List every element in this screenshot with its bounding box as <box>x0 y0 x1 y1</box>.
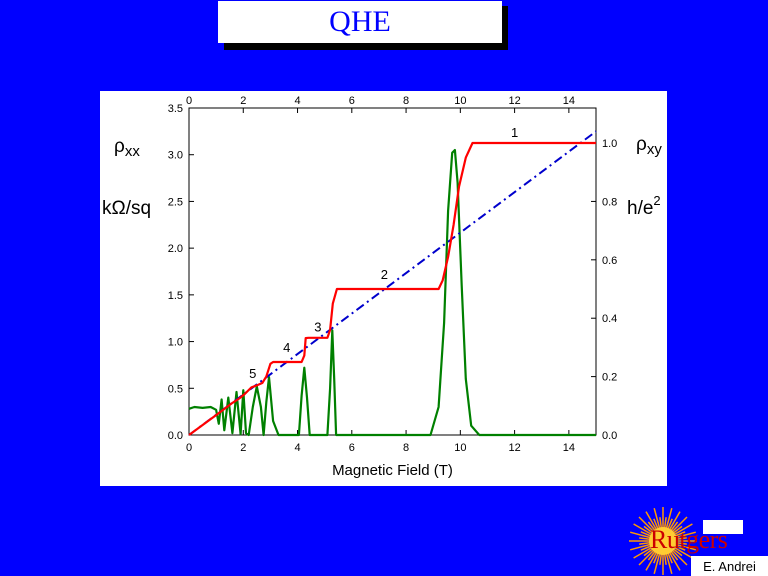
x-tick-label-bottom: 6 <box>349 442 355 454</box>
y-left-tick-label: 1.0 <box>168 337 183 349</box>
x-tick-label-top: 14 <box>563 95 575 107</box>
rho-xx-subscript: xx <box>124 143 140 160</box>
chart-panel: 0 0 2 2 4 4 6 6 8 8 10 10 12 12 14 14 0.0 0.5 1.0 1.5 2.0 2.5… <box>100 91 667 486</box>
plateau-label-4: 5 <box>249 366 256 381</box>
series-line-0 <box>188 141 596 436</box>
y-right-tick-label: 0.6 <box>602 255 617 267</box>
x-tick-label-bottom: 10 <box>454 442 466 454</box>
plot-frame <box>188 107 597 436</box>
y-left-tick-label: 2.0 <box>168 243 183 255</box>
x-tick-label-top: 8 <box>403 95 409 107</box>
y-left-tick-label: 0.5 <box>168 383 183 395</box>
rho-xy-symbol: ρ <box>636 134 647 155</box>
plateau-label-2: 3 <box>314 319 321 334</box>
rho-xx-label: ρxx <box>114 136 140 159</box>
x-tick-label-top: 10 <box>454 95 466 107</box>
x-axis-label: Magnetic Field (T) <box>332 462 453 479</box>
x-tick-label-bottom: 2 <box>240 442 246 454</box>
x-tick-label-bottom: 4 <box>294 442 300 454</box>
x-tick-label-top: 6 <box>349 95 355 107</box>
x-tick-label-top: 12 <box>508 95 520 107</box>
series-line-2 <box>188 148 596 437</box>
rho-xy-subscript: xy <box>646 141 662 158</box>
plateau-label-1: 2 <box>381 267 388 282</box>
logo-text: Rutgers <box>650 525 728 554</box>
y-left-tick-label: 3.5 <box>168 103 183 115</box>
rho-xy-label: ρxy <box>636 134 662 157</box>
y-left-tick-label: 0.0 <box>168 430 183 442</box>
rho-xy-unit-sup: 2 <box>653 193 661 208</box>
rho-xx-unit: kΩ/sq <box>102 198 152 219</box>
x-tick-label-top: 0 <box>186 95 192 107</box>
x-tick-label-bottom: 0 <box>186 442 192 454</box>
x-tick-label-bottom: 12 <box>508 442 520 454</box>
logo-white-box <box>703 520 743 534</box>
sunburst-icon <box>629 507 697 575</box>
y-left-tick-label: 2.5 <box>168 196 183 208</box>
author-credit: E. Andrei <box>691 556 768 576</box>
x-tick-label-top: 4 <box>294 95 300 107</box>
plateau-label-0: 1 <box>511 125 518 140</box>
x-tick-label-bottom: 14 <box>563 442 575 454</box>
rutgers-logo: Rutgers <box>628 505 768 576</box>
rho-xy-unit: h/e2 <box>627 194 661 219</box>
y-right-tick-label: 0.2 <box>602 372 617 384</box>
rho-xx-symbol: ρ <box>114 136 125 157</box>
x-tick-label-top: 2 <box>240 95 246 107</box>
y-right-tick-label: 0.4 <box>602 313 617 325</box>
y-left-tick-label: 1.5 <box>168 290 183 302</box>
y-right-tick-label: 1.0 <box>602 138 617 150</box>
y-left-tick-label: 3.0 <box>168 150 183 162</box>
qhe-chart: 00224466881010121214140.00.51.01.52.02.5… <box>168 95 618 479</box>
x-tick-label-bottom: 8 <box>403 442 409 454</box>
plateau-label-3: 4 <box>283 340 290 355</box>
slide-title: QHE <box>218 1 502 43</box>
y-right-tick-label: 0.0 <box>602 430 617 442</box>
y-right-tick-label: 0.8 <box>602 196 617 208</box>
rho-xy-unit-base: h/e <box>627 198 654 219</box>
